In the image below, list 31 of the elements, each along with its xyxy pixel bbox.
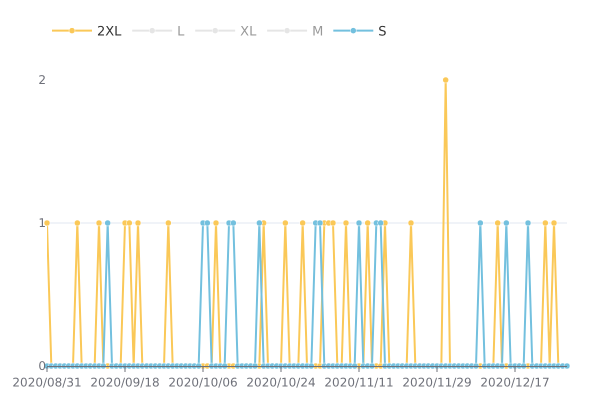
legend-label: XL [240, 24, 258, 40]
point [299, 220, 306, 226]
point [330, 220, 336, 226]
y-tick-label: 1 [38, 216, 46, 230]
x-tick-label: 2020/12/17 [480, 375, 550, 390]
legend-label: L [177, 24, 186, 40]
x-tick-label: 2020/10/06 [168, 375, 238, 390]
point [542, 220, 549, 226]
point [282, 220, 289, 226]
point [364, 220, 371, 226]
point [165, 220, 172, 226]
point [96, 220, 102, 226]
y-tick-label: 0 [38, 359, 46, 374]
point [408, 220, 414, 226]
y-tick-label: 2 [38, 73, 46, 88]
x-tick-label: 2020/11/11 [324, 375, 394, 390]
legend-label: 2XL [97, 24, 122, 40]
point [74, 220, 81, 226]
point [212, 220, 220, 226]
x-tick-label: 2020/09/18 [90, 375, 160, 390]
point [550, 220, 558, 226]
point [494, 220, 501, 226]
x-tick-label: 2020/08/31 [12, 375, 82, 390]
legend-label: S [378, 24, 387, 40]
x-tick-label: 2020/10/24 [246, 375, 316, 390]
point [126, 220, 133, 226]
x-tick-label: 2020/11/29 [402, 375, 472, 390]
point [442, 76, 449, 84]
point [134, 220, 142, 226]
point [342, 220, 350, 226]
legend-label: M [312, 24, 324, 40]
